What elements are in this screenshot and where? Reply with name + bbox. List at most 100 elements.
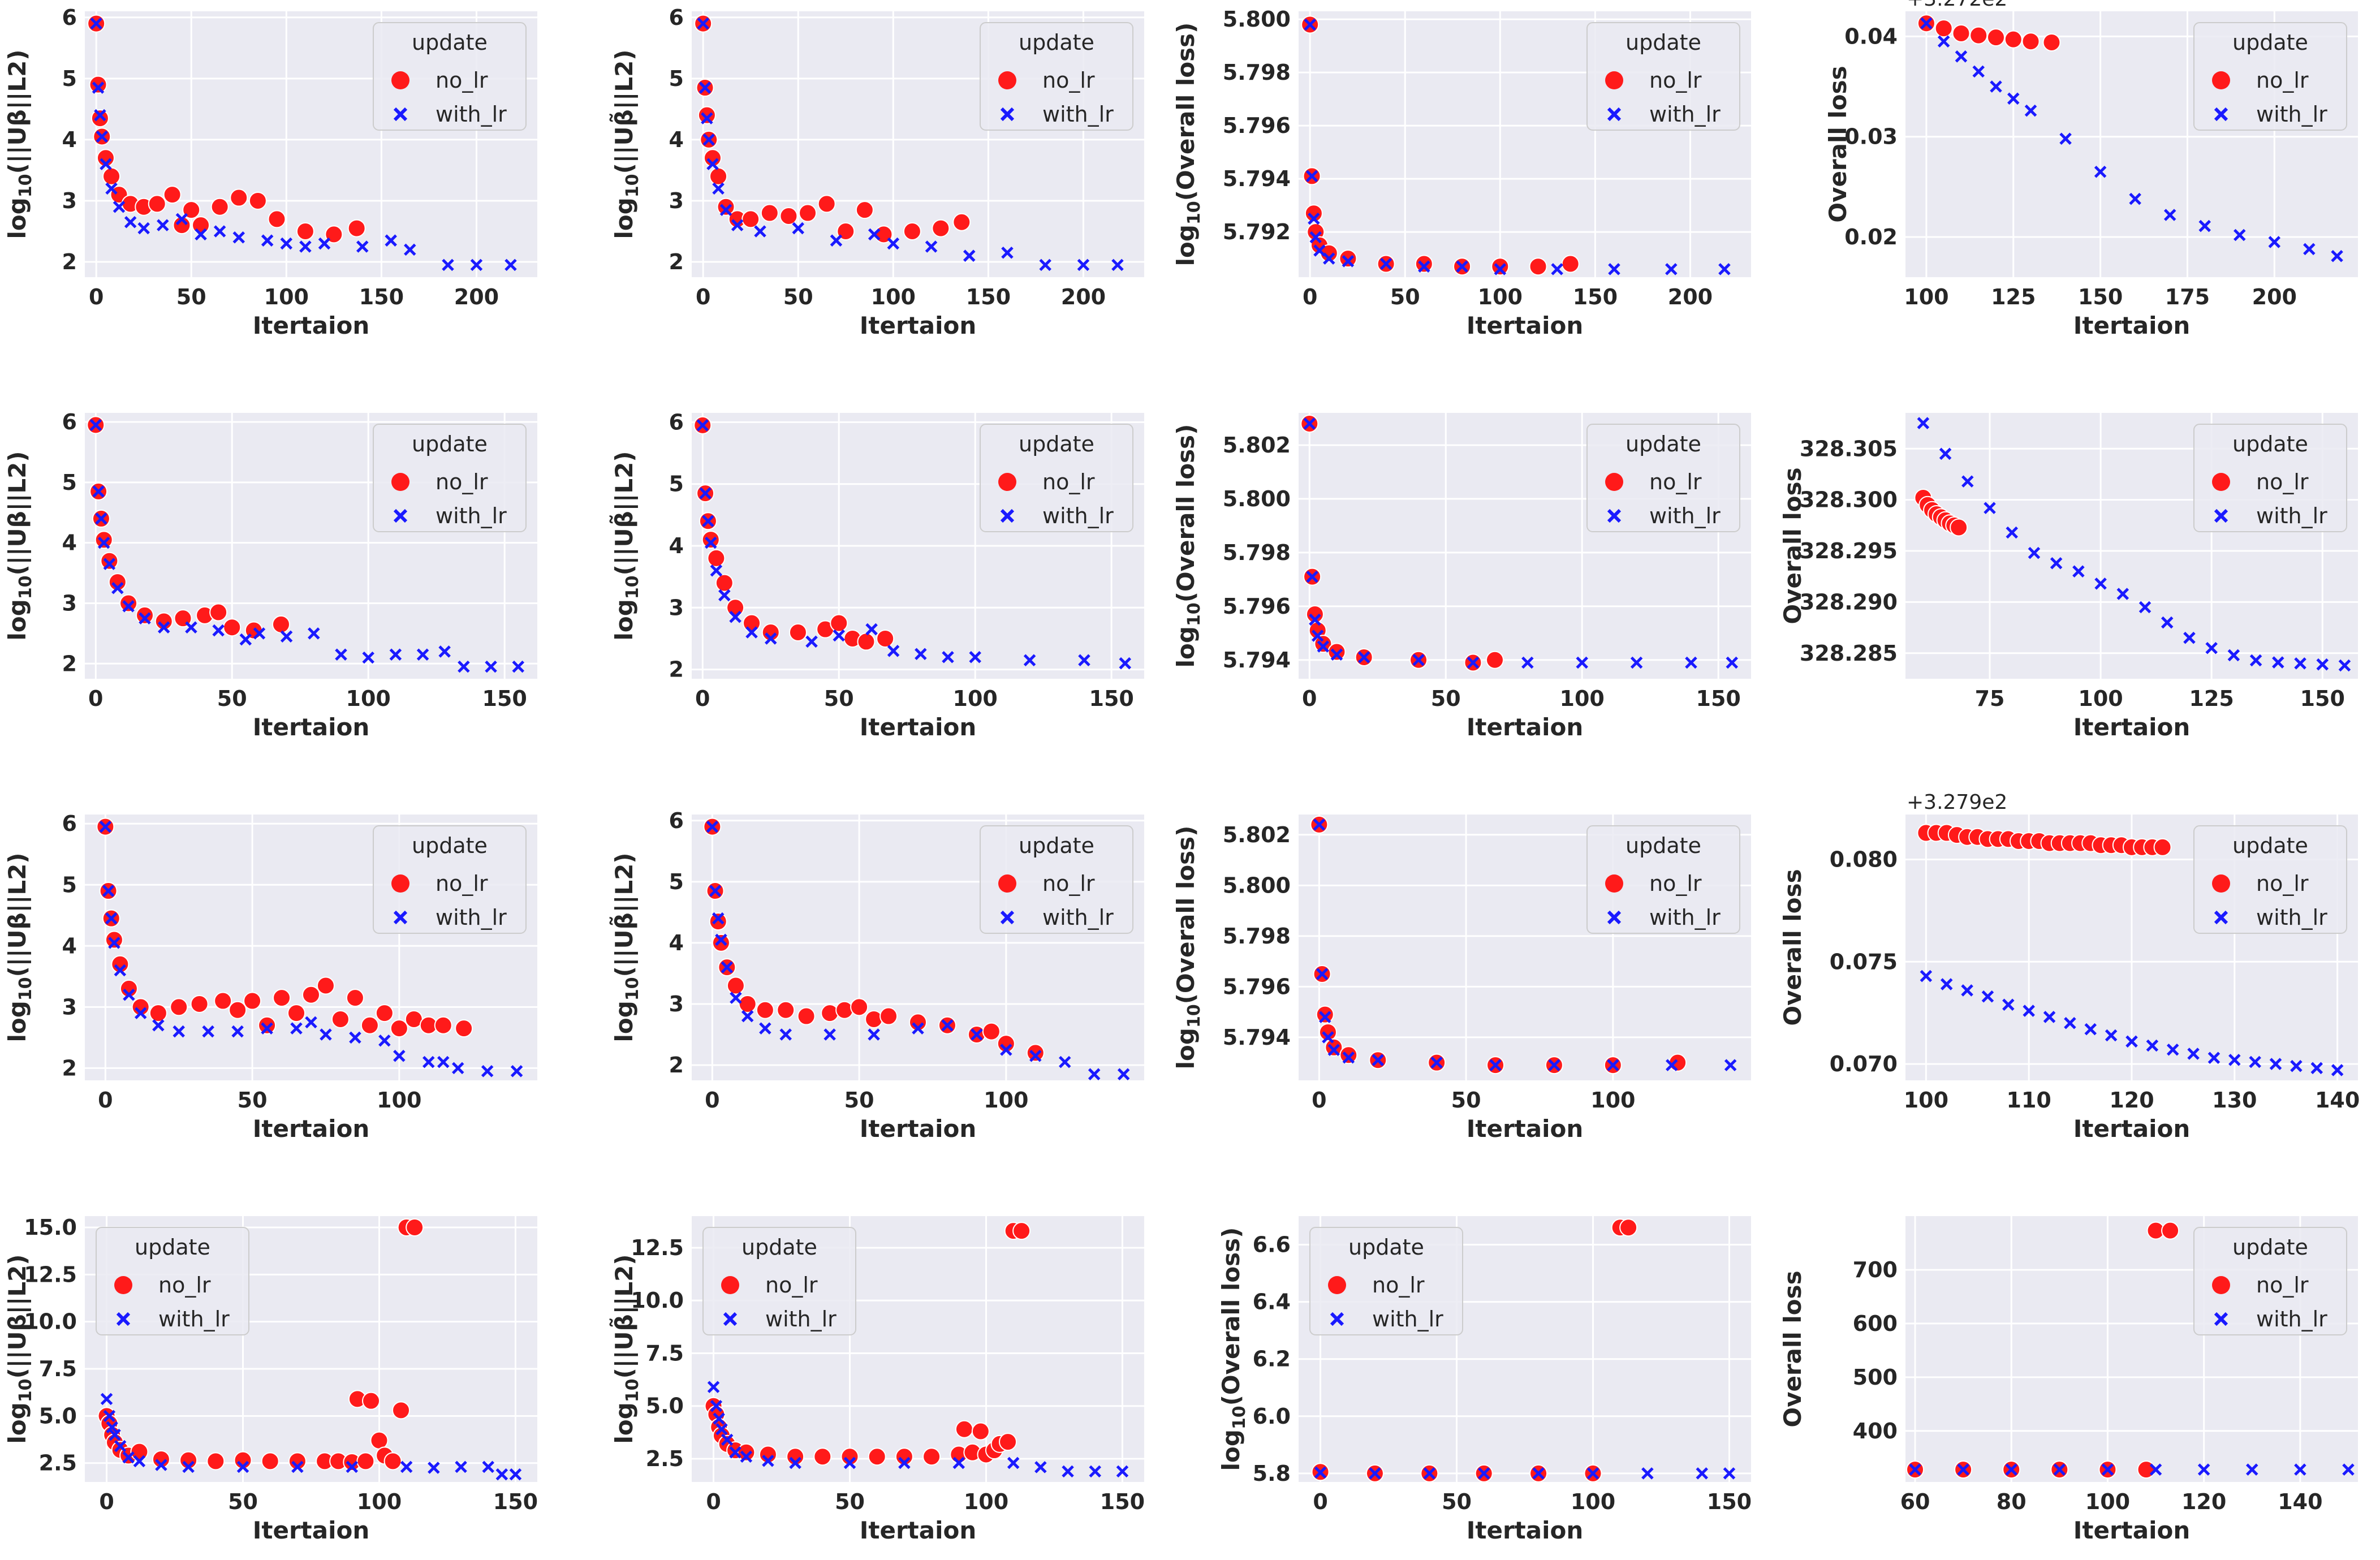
point-no_lr [756,1001,774,1019]
y-tick-label: 0.03 [1844,124,1898,149]
point-with_lr [1327,1044,1340,1057]
point-no_lr [850,998,869,1016]
y-axis-label: log10(||Uβ||L2) [3,50,36,239]
point-with_lr [385,234,397,247]
y-axis-label-sub: 10 [16,977,36,1001]
point-with_lr [213,225,226,238]
x-tick-label: 100 [1590,1088,1635,1113]
point-with_lr [2129,192,2141,205]
legend-marker-no_lr [1605,473,1623,491]
point-no_lr [1529,257,1547,276]
y-axis-label-part: (||Uβ||L2) [3,853,31,977]
x-axis-label: Itertaion [2073,1516,2190,1544]
y-tick-label: 6 [669,5,684,30]
x-tick-label: 0 [98,1088,113,1113]
y-axis-label-part: (||Uβ̃||L2) [609,1255,638,1379]
y-axis-label-sub: 10 [1184,201,1204,225]
x-axis-label: Itertaion [1467,1516,1583,1544]
x-tick-label: 140 [2315,1088,2360,1113]
point-with_lr [2316,658,2329,671]
point-with_lr [865,623,878,636]
point-with_lr [437,1055,450,1068]
points-layer [97,1218,522,1481]
point-with_lr [280,630,293,643]
x-axis-label: Itertaion [253,1115,369,1143]
point-with_lr [2064,1017,2076,1029]
point-with_lr [106,1421,118,1434]
legend-label-no_lr: no_lr [1649,469,1702,494]
point-with_lr [1494,263,1507,275]
point-with_lr [1342,255,1355,268]
x-tick-label: 100 [377,1088,421,1113]
y-axis-label: log10(||Uβ||L2) [3,1255,36,1444]
point-with_lr [232,231,245,244]
point-with_lr [1077,258,1090,272]
y-tick-label: 5.8 [1253,1461,1291,1486]
point-with_lr [173,1025,186,1038]
point-no_lr [1491,257,1510,276]
point-with_lr [1039,258,1051,272]
x-tick-label: 0 [1312,1088,1326,1113]
point-with_lr [1955,50,1968,63]
point-no_lr [375,1004,394,1023]
points-layer [693,416,1132,670]
y-tick-label: 4 [669,930,684,955]
x-tick-label: 0 [99,1489,114,1514]
y-axis-label-sub: 10 [1184,602,1204,626]
point-with_lr [236,1460,249,1473]
point-no_lr [922,1447,941,1466]
x-tick-label: 100 [2078,686,2123,711]
point-with_lr [134,1007,147,1019]
point-no_lr [2021,32,2040,51]
point-with_lr [1058,1055,1071,1068]
point-no_lr [214,992,232,1010]
legend: update no_lr with_lr [2193,1227,2347,1335]
x-tick-label: 150 [493,1489,538,1514]
point-with_lr [1724,1059,1737,1071]
points-layer [1917,824,2344,1076]
point-with_lr [2183,631,2196,644]
x-tick-label: 60 [1900,1489,1930,1514]
point-no_lr [243,992,262,1010]
point-with_lr [89,419,102,432]
legend: update no_lr with_lr [373,22,527,131]
point-with_lr [2163,209,2176,221]
chart-panel-16: 60 80 100 120 140 400 500 600 700 Itertaion Overal… [1779,1216,2358,1544]
legend-marker-with_lr [116,1312,131,1326]
point-with_lr [2105,1029,2118,1042]
legend-title: update [1348,1235,1424,1260]
legend-title: update [2232,432,2308,456]
point-with_lr [195,228,207,241]
legend-label-with_lr: with_lr [1649,503,1721,528]
legend-box [1586,825,1740,934]
x-tick-label: 100 [357,1489,402,1514]
y-tick-label: 0.02 [1844,225,1898,249]
y-axis-label-part: log [1172,1028,1200,1069]
axis-offset-label: +3.279e2 [1907,791,2007,814]
y-tick-label: 2 [669,657,684,682]
point-no_lr [102,167,121,186]
y-tick-label: 5.796 [1223,594,1291,619]
point-no_lr [406,1218,424,1236]
legend-label-with_lr: with_lr [1042,503,1114,528]
point-with_lr [290,1022,303,1035]
y-axis-label: log10(||Uβ||L2) [3,853,36,1042]
point-with_lr [2007,92,2020,105]
point-with_lr [764,632,777,645]
point-with_lr [122,600,135,613]
y-axis-label-part: log [3,1001,31,1042]
y-tick-label: 5.796 [1223,974,1291,999]
legend-marker-no_lr [391,71,409,89]
point-with_lr [1330,648,1343,661]
point-with_lr [2331,249,2343,262]
point-with_lr [1630,656,1643,669]
point-no_lr [268,210,286,229]
y-tick-label: 6 [669,808,684,833]
legend-marker-no_lr [721,1276,739,1294]
point-with_lr [843,1456,856,1469]
point-no_lr [865,1010,883,1028]
y-tick-label: 5.792 [1223,219,1291,244]
x-tick-label: 200 [1668,285,1713,309]
point-with_lr [740,1450,753,1463]
point-with_lr [941,1019,954,1032]
